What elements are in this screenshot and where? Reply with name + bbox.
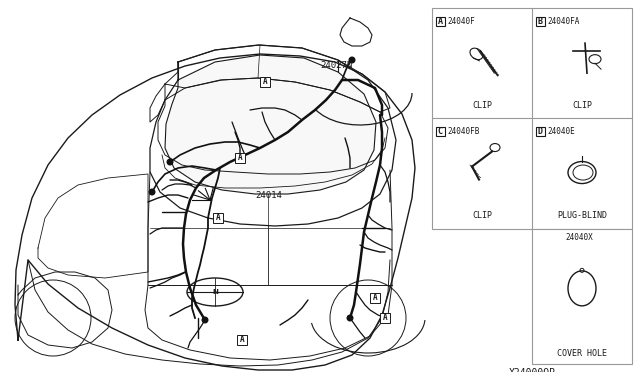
FancyBboxPatch shape: [536, 127, 545, 136]
Text: 24040FB: 24040FB: [447, 127, 479, 136]
Text: 24040X: 24040X: [565, 233, 593, 242]
FancyBboxPatch shape: [237, 335, 247, 345]
Text: 24040E: 24040E: [547, 127, 575, 136]
Text: A: A: [383, 314, 387, 323]
Text: 24014: 24014: [255, 192, 282, 201]
FancyBboxPatch shape: [235, 153, 245, 163]
FancyBboxPatch shape: [435, 127, 445, 136]
Text: A: A: [237, 154, 243, 163]
Text: CLIP: CLIP: [472, 211, 492, 220]
Text: A: A: [372, 294, 378, 302]
Text: A: A: [240, 336, 244, 344]
FancyBboxPatch shape: [370, 293, 380, 303]
Text: 24027N: 24027N: [320, 61, 352, 70]
FancyBboxPatch shape: [213, 213, 223, 223]
Text: 24040FA: 24040FA: [547, 17, 579, 26]
Text: A: A: [216, 214, 220, 222]
Text: A: A: [438, 17, 442, 26]
Text: N: N: [212, 289, 218, 295]
Text: CLIP: CLIP: [572, 100, 592, 110]
Polygon shape: [15, 54, 415, 370]
FancyBboxPatch shape: [435, 17, 445, 26]
FancyBboxPatch shape: [536, 17, 545, 26]
Text: X24000QP: X24000QP: [509, 368, 556, 372]
Bar: [432, 8, 632, 229]
Bar: [532, 229, 632, 364]
Text: A: A: [262, 77, 268, 87]
Text: CLIP: CLIP: [472, 100, 492, 110]
Circle shape: [167, 159, 173, 165]
FancyBboxPatch shape: [380, 313, 390, 323]
Text: B: B: [538, 17, 543, 26]
Text: C: C: [438, 127, 442, 136]
Circle shape: [149, 189, 155, 195]
Circle shape: [202, 317, 208, 323]
Text: COVER HOLE: COVER HOLE: [557, 350, 607, 359]
Text: D: D: [538, 127, 543, 136]
FancyBboxPatch shape: [260, 77, 270, 87]
Circle shape: [349, 57, 355, 63]
Text: PLUG-BLIND: PLUG-BLIND: [557, 211, 607, 220]
Polygon shape: [165, 55, 376, 194]
Text: 24040F: 24040F: [447, 17, 475, 26]
Circle shape: [347, 315, 353, 321]
